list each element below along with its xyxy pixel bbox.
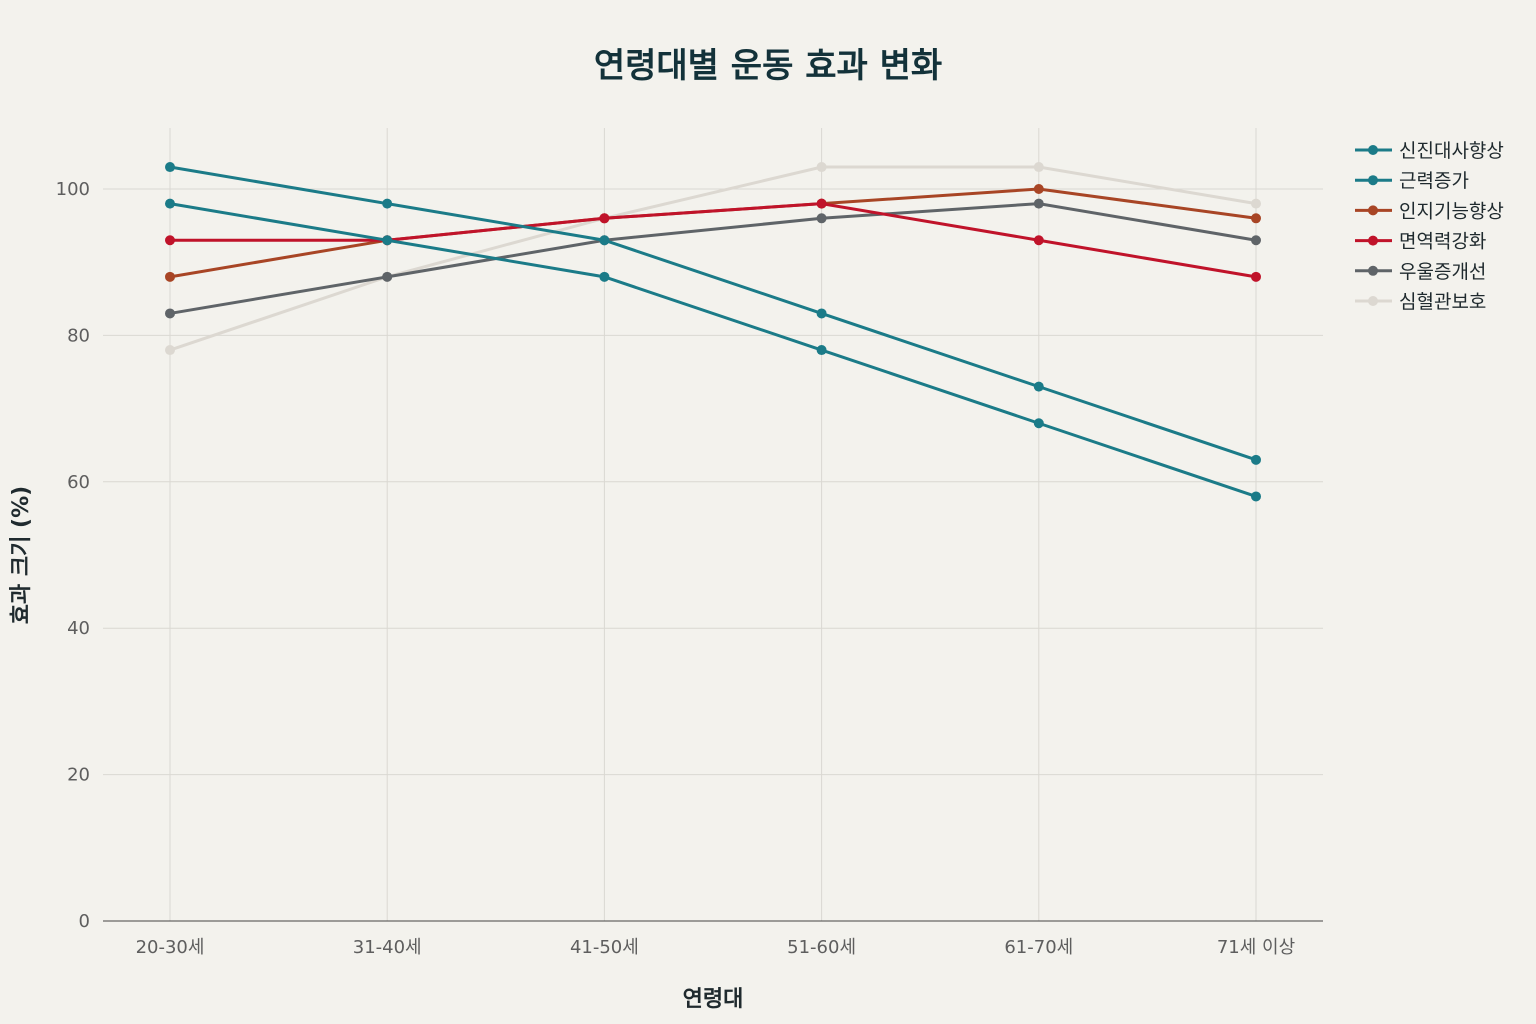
x-tick-label: 71세 이상 (1217, 937, 1295, 958)
data-point (1251, 198, 1261, 209)
series-3 (165, 184, 1261, 282)
data-point (1033, 198, 1044, 209)
y-axis-label: 효과 크기 (%) (9, 486, 34, 624)
grid (103, 128, 1323, 921)
x-tick-label: 51-60세 (787, 937, 856, 958)
y-tick-label: 40 (67, 618, 90, 639)
data-point (382, 235, 393, 246)
axes: 0 20 40 60 80 100 20-30세 31-40세 41-50세 51-60세 61-7… (56, 179, 1323, 958)
legend-item[interactable]: 신진대사향상 (1355, 140, 1504, 162)
series-line (169, 202, 1257, 498)
data-point (599, 271, 610, 282)
series-line (169, 165, 1257, 462)
x-tick-label: 41-50세 (570, 937, 639, 958)
data-point (816, 308, 827, 319)
data-point (1033, 381, 1044, 392)
legend-label: 면역력강화 (1399, 231, 1486, 253)
legend-item[interactable]: 근력증가 (1355, 170, 1469, 192)
legend-label: 우울증개선 (1399, 261, 1486, 283)
data-point (165, 198, 175, 209)
legend-item[interactable]: 인지기능향상 (1355, 200, 1504, 222)
y-tick-label: 60 (67, 472, 90, 493)
data-point (1251, 271, 1261, 282)
data-point (1251, 454, 1261, 465)
series-1 (165, 162, 1261, 465)
data-point (382, 198, 393, 209)
legend-item[interactable]: 심혈관보호 (1355, 291, 1486, 313)
data-point (816, 213, 827, 224)
data-point (165, 308, 175, 319)
series-6 (165, 162, 1261, 356)
series-4 (165, 198, 1261, 282)
y-tick-label: 80 (67, 325, 90, 346)
legend-marker (1368, 205, 1378, 216)
y-tick-label: 100 (56, 179, 90, 200)
data-point (165, 235, 175, 246)
data-point (165, 345, 175, 356)
data-point (599, 235, 610, 246)
legend-label: 심혈관보호 (1399, 291, 1486, 313)
legend-item[interactable]: 우울증개선 (1355, 261, 1486, 283)
legend-label: 신진대사향상 (1399, 140, 1504, 162)
data-point (1251, 235, 1261, 246)
series-line (169, 187, 1257, 279)
data-point (816, 198, 827, 209)
data-point (1033, 235, 1044, 246)
series-line (170, 202, 1257, 279)
legend-item[interactable]: 면역력강화 (1355, 231, 1486, 253)
data-point (165, 271, 175, 282)
x-axis-label: 연령대 (683, 987, 744, 1012)
y-tick-label: 0 (79, 911, 90, 932)
data-point (1033, 162, 1044, 173)
data-point (382, 271, 393, 282)
legend-marker (1368, 265, 1378, 276)
series-lines (165, 162, 1261, 502)
x-tick-label: 61-70세 (1004, 937, 1073, 958)
legend-marker (1368, 175, 1378, 186)
data-point (816, 345, 827, 356)
legend-label: 인지기능향상 (1399, 200, 1504, 222)
legend-label: 근력증가 (1399, 170, 1469, 192)
chart-title: 연령대별 운동 효과 변화 (593, 46, 943, 86)
data-point (165, 162, 175, 173)
x-tick-label: 20-30세 (136, 937, 205, 958)
legend-marker (1368, 145, 1378, 155)
data-point (1033, 418, 1044, 429)
data-point (1033, 184, 1044, 194)
y-tick-label: 20 (67, 765, 90, 786)
series-2 (165, 198, 1261, 502)
data-point (816, 162, 827, 173)
series-5 (165, 198, 1261, 319)
legend-marker (1368, 296, 1378, 306)
legend-marker (1368, 235, 1378, 246)
x-tick-label: 31-40세 (353, 937, 422, 958)
data-point (1251, 491, 1261, 502)
series-line (169, 165, 1257, 352)
data-point (599, 213, 610, 224)
series-line (169, 202, 1257, 315)
data-point (1251, 213, 1261, 224)
